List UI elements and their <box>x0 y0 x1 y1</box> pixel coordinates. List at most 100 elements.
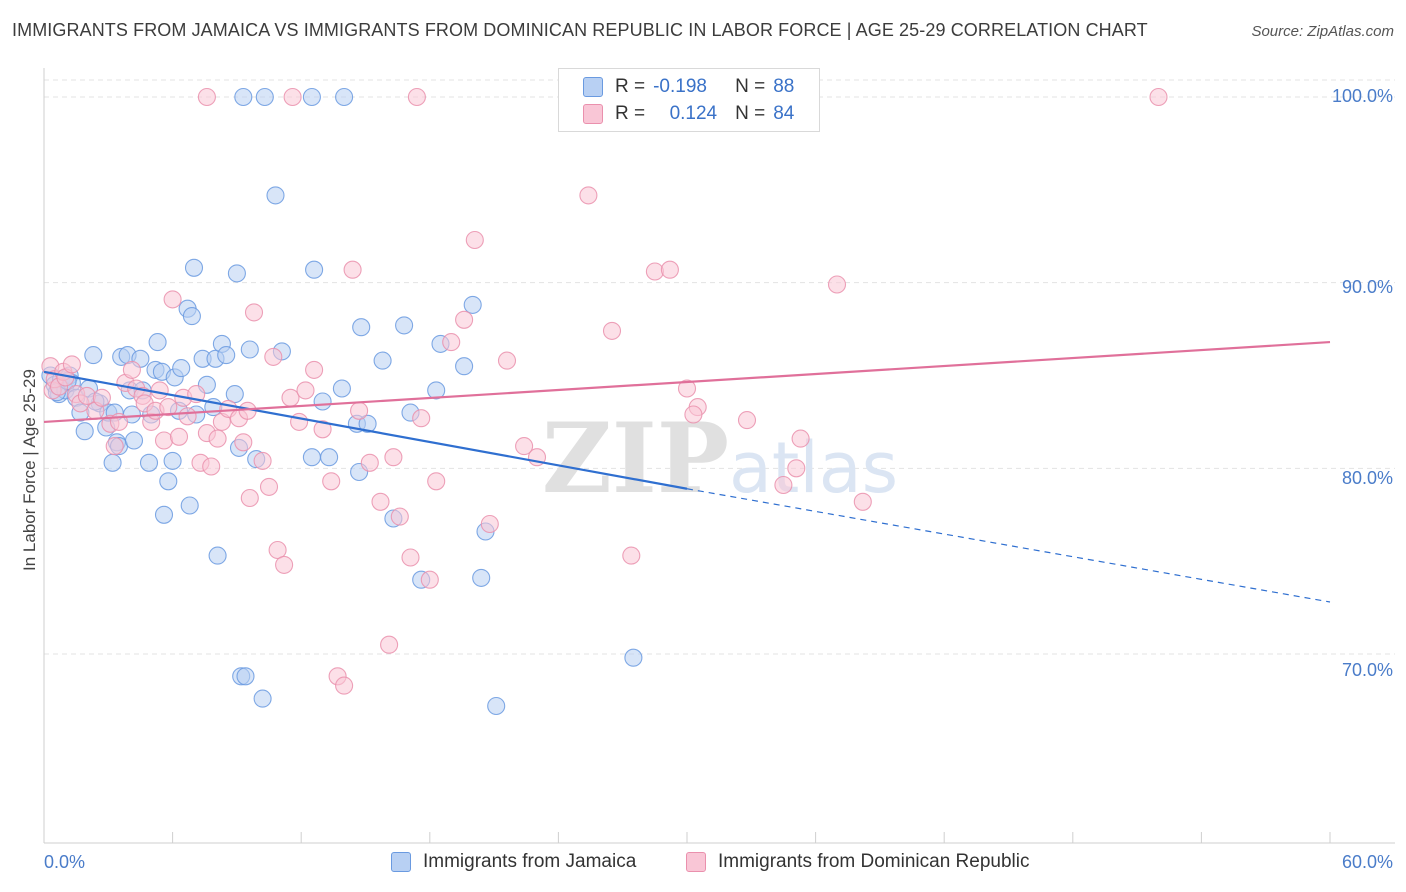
jamaica-point <box>358 414 377 433</box>
dominican-point <box>105 437 124 456</box>
dominican-point <box>660 260 679 279</box>
jamaica-point <box>217 346 236 365</box>
chart-title: IMMIGRANTS FROM JAMAICA VS IMMIGRANTS FR… <box>12 20 1148 40</box>
jamaica-point <box>163 451 182 470</box>
dominican-point <box>77 386 96 405</box>
dominican-point <box>787 459 806 478</box>
dominican-point <box>259 477 279 496</box>
jamaica-point <box>124 431 144 450</box>
dominican-point <box>322 472 341 491</box>
y-tick-70: 70.0% <box>1341 660 1393 680</box>
y-tick-100: 100.0% <box>1331 86 1393 106</box>
dominican-point <box>1149 87 1168 107</box>
dominican-point <box>515 437 534 456</box>
dominican-point <box>154 431 174 450</box>
jamaica-point <box>352 318 371 337</box>
series-legend: Immigrants from Jamaica Immigrants from … <box>0 851 1406 879</box>
jamaica-point <box>139 453 159 472</box>
jamaica-point <box>84 346 103 365</box>
dominican-point <box>677 379 697 398</box>
jamaica-point <box>305 260 324 279</box>
legend-label-dominican: Immigrants from Dominican Republic <box>718 851 1030 872</box>
jamaica-point <box>455 357 474 376</box>
legend-item-jamaica[interactable]: Immigrants from Jamaica <box>391 851 636 873</box>
dominican-point <box>343 260 362 279</box>
dominican-point <box>774 475 793 495</box>
jamaica-point <box>103 453 122 472</box>
jamaica-point <box>184 258 204 277</box>
dominican-point <box>159 398 178 417</box>
dominican-point <box>602 321 622 340</box>
jamaica-point <box>253 689 272 708</box>
jamaica-swatch <box>583 77 603 97</box>
jamaica-point <box>302 448 321 467</box>
dominican-point <box>244 303 264 322</box>
dominican-point <box>350 401 369 420</box>
dominican-point <box>62 355 81 374</box>
jamaica-point <box>208 546 227 565</box>
dominican-point <box>122 360 141 379</box>
jamaica-point <box>427 381 446 400</box>
jamaica-point <box>148 333 167 352</box>
dominican-point <box>264 347 283 366</box>
dominican-point <box>480 514 499 534</box>
jamaica-point <box>320 448 339 467</box>
dominican-point <box>420 570 439 589</box>
jamaica-point <box>624 648 643 667</box>
dominican-point <box>442 333 461 352</box>
dominican-point <box>407 87 426 107</box>
r-label: R = <box>615 76 646 97</box>
dominican-point <box>455 310 474 329</box>
dominican-point <box>684 405 703 424</box>
y-axis-label: In Labor Force | Age 25-29 <box>20 369 39 571</box>
jamaica-point <box>75 422 94 441</box>
dominican-point <box>497 351 517 370</box>
jamaica-point <box>463 295 482 314</box>
jamaica-point <box>227 264 246 283</box>
jamaica-point <box>373 351 392 370</box>
dominican-point <box>281 388 300 407</box>
dominican-point <box>791 429 810 448</box>
jamaica-point <box>154 505 174 524</box>
dominican-point <box>178 407 197 426</box>
dominican-point <box>197 87 216 107</box>
dominican-point <box>645 262 664 281</box>
jamaica-point <box>240 340 259 359</box>
dominican-point <box>853 492 872 511</box>
jamaica-point <box>225 385 244 404</box>
dominican-point <box>92 388 111 407</box>
dominican-point <box>305 360 324 379</box>
dominican-swatch <box>583 104 603 124</box>
jamaica-trend-line <box>43 370 688 490</box>
jamaica-point <box>255 87 274 107</box>
jamaica-point <box>172 359 191 378</box>
dominican-point <box>290 412 309 431</box>
dominican-point <box>622 546 641 565</box>
legend-label-jamaica: Immigrants from Jamaica <box>423 851 637 872</box>
dominican-point <box>240 488 259 508</box>
dominican-legend-swatch <box>686 852 706 872</box>
dominican-point <box>465 230 484 250</box>
dominican-point <box>360 453 379 472</box>
dominican-point <box>384 448 403 467</box>
dominican-point <box>827 275 847 294</box>
n-label: N = <box>735 76 766 97</box>
dominican-point <box>296 381 315 400</box>
jamaica-point <box>182 307 201 326</box>
stats-row-jamaica: R = -0.198 N = 88 <box>583 74 794 100</box>
jamaica-point <box>313 392 332 411</box>
jamaica-legend-swatch <box>391 852 411 872</box>
dominican-point <box>737 411 757 430</box>
dominican-point <box>427 472 446 491</box>
dominican-point <box>401 548 420 567</box>
legend-item-dominican[interactable]: Immigrants from Dominican Republic <box>686 851 1030 873</box>
dominican-point <box>163 290 182 309</box>
dominican-trend-line <box>43 340 1331 424</box>
jamaica-point <box>159 472 178 491</box>
dominican-point <box>371 492 390 511</box>
r-label: R = <box>615 103 646 124</box>
stats-row-dominican: R = 0.124 N = 84 <box>583 101 794 127</box>
watermark: ZIPatlas <box>542 402 898 515</box>
dominican-point <box>268 540 287 560</box>
x-tick-max: 60.0% <box>1341 852 1393 872</box>
